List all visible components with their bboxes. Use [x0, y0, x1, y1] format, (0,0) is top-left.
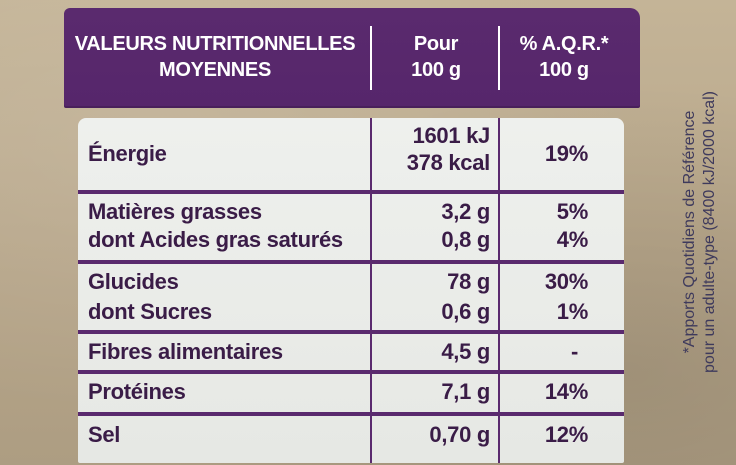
row-label-energie: Énergie — [88, 141, 167, 166]
row-separator — [78, 330, 624, 334]
row-aqr-glucides: 30% — [544, 269, 588, 294]
footnote-line2: pour un adulte-type (8400 kJ/2000 kcal) — [701, 91, 718, 373]
header-col-name-line1: VALEURS NUTRITIONNELLES — [74, 33, 356, 55]
row-aqr-acides-gras-satures: 4% — [556, 227, 589, 252]
row-separator — [78, 370, 624, 374]
row-value-fibres: 4,5 g — [441, 339, 490, 364]
header-col-aqr-line1: % A.Q.R.* — [519, 33, 609, 55]
row-aqr-energie: 19% — [544, 141, 588, 166]
table-body — [78, 118, 624, 463]
nutrition-label: VALEURS NUTRITIONNELLES MOYENNES Pour 10… — [64, 8, 640, 463]
row-label-sel: Sel — [88, 422, 121, 447]
row-label-proteines: Protéines — [88, 379, 186, 404]
header-divider — [370, 26, 372, 90]
row-value-sel: 0,70 g — [429, 422, 490, 447]
header-col-per-line2: 100 g — [411, 59, 461, 81]
column-divider — [498, 118, 500, 463]
row-value-proteines: 7,1 g — [441, 379, 490, 404]
row-label-matieres-grasses: Matières grasses — [88, 199, 262, 224]
row-aqr-fibres: - — [570, 339, 578, 364]
header-col-name-line2: MOYENNES — [158, 59, 272, 81]
row-value-energie-kj: 1601 kJ — [412, 123, 491, 148]
header-col-per-line1: Pour — [413, 33, 459, 55]
row-aqr-sel: 12% — [544, 422, 588, 447]
column-divider — [370, 118, 372, 463]
row-value-sucres: 0,6 g — [441, 299, 490, 324]
row-value-acides-gras-satures: 0,8 g — [441, 227, 490, 252]
row-aqr-sucres: 1% — [556, 299, 589, 324]
row-separator — [78, 412, 624, 416]
row-value-energie-kcal: 378 kcal — [406, 150, 491, 175]
footnote: *Apports Quotidiens de Référence pour un… — [680, 91, 720, 373]
header-col-aqr-line2: 100 g — [539, 59, 589, 81]
footnote-line1: *Apports Quotidiens de Référence — [681, 110, 698, 354]
row-value-glucides: 78 g — [447, 269, 490, 294]
row-label-sucres: dont Sucres — [88, 299, 212, 324]
row-label-acides-gras-satures: dont Acides gras saturés — [88, 227, 343, 252]
table-header: VALEURS NUTRITIONNELLES MOYENNES Pour 10… — [64, 8, 640, 108]
row-label-glucides: Glucides — [88, 269, 179, 294]
row-separator — [78, 260, 624, 264]
row-label-fibres: Fibres alimentaires — [88, 339, 283, 364]
row-aqr-matieres-grasses: 5% — [556, 199, 589, 224]
header-divider — [498, 26, 500, 90]
row-aqr-proteines: 14% — [544, 379, 588, 404]
row-separator — [78, 190, 624, 194]
row-value-matieres-grasses: 3,2 g — [441, 199, 490, 224]
